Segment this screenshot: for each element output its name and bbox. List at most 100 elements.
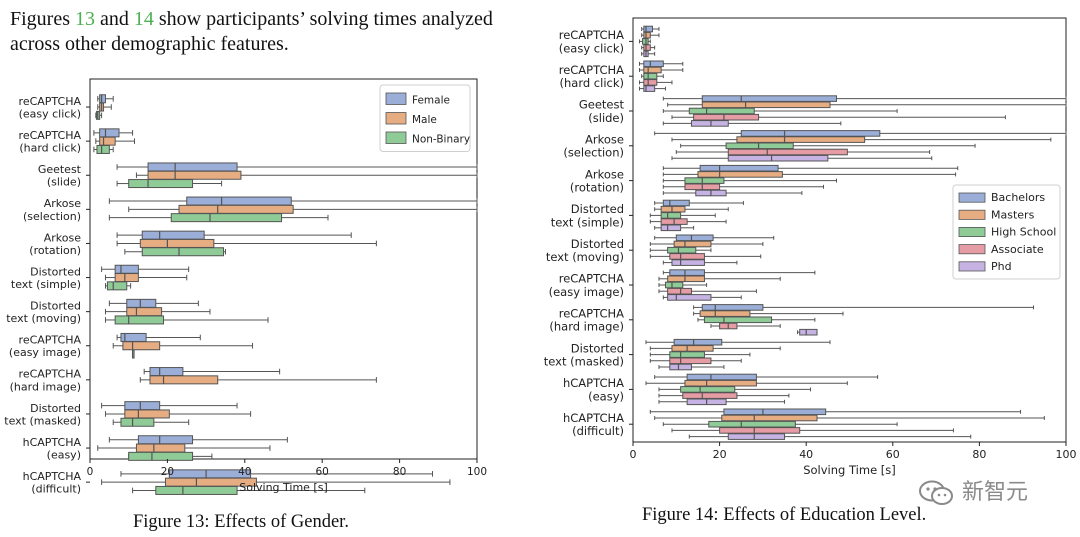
box-masters: [641, 31, 660, 39]
box-iqr: [186, 196, 292, 206]
box-high-school: [662, 420, 898, 428]
y-tick-label-line: reCAPTCHA: [19, 368, 82, 381]
box-female: [108, 196, 478, 206]
box-iqr: [643, 25, 653, 33]
legend-label: Non-Binary: [412, 134, 470, 146]
box-male: [135, 170, 478, 180]
box-high-school: [638, 38, 651, 45]
box-male: [97, 102, 112, 112]
y-tick-label: Arkose (selection): [563, 133, 624, 160]
box-iqr: [147, 162, 238, 172]
box-non-binary: [93, 144, 114, 154]
box-iqr: [740, 130, 881, 137]
box-iqr: [139, 238, 215, 248]
box-phd: [654, 224, 695, 232]
figure-14-caption: Figure 14: Effects of Education Level.: [642, 505, 927, 525]
y-tick-label-line: text (masked): [4, 414, 81, 427]
y-tick-label-line: (slide): [47, 176, 81, 189]
box-masters: [638, 66, 684, 74]
box-bachelors: [654, 373, 879, 381]
legend-label: Female: [412, 95, 450, 107]
box-phd: [671, 154, 933, 162]
figure-14-link[interactable]: 14: [133, 8, 154, 30]
box-phd: [658, 398, 786, 406]
box-iqr: [686, 373, 757, 381]
y-tick-label-line: (hard image): [549, 320, 624, 334]
y-tick-label-line: (hard image): [10, 380, 81, 393]
box-bachelors: [654, 234, 775, 242]
y-tick-label-line: reCAPTCHA: [19, 129, 82, 142]
box-masters: [658, 275, 781, 283]
legend-label: High School: [991, 226, 1056, 239]
chart-13: reCAPTCHA (easy click)reCAPTCHA (hard clic…: [4, 78, 487, 496]
legend-label: Masters: [991, 208, 1035, 221]
box-non-binary: [124, 247, 226, 257]
box-masters: [693, 310, 844, 317]
y-tick-label: Distorted text (moving): [6, 299, 81, 325]
box-iqr: [141, 247, 225, 257]
box-phd: [662, 259, 738, 266]
box-female: [143, 367, 281, 377]
box-associate: [662, 183, 825, 191]
box-associate: [671, 427, 954, 434]
legend: Female Male Non-Binary: [379, 84, 471, 152]
box-iqr: [727, 433, 786, 440]
box-iqr: [684, 379, 757, 387]
box-iqr: [137, 435, 194, 445]
box-iqr: [721, 414, 818, 422]
y-tick-label-line: hCAPTCHA: [563, 376, 624, 390]
y-tick-label-line: hCAPTCHA: [563, 411, 624, 425]
box-iqr: [149, 367, 184, 377]
x-tick-label: 60: [886, 448, 900, 461]
box-iqr: [682, 392, 738, 399]
y-tick-label-line: Distorted: [571, 237, 624, 251]
intro-text-mid: and: [95, 8, 134, 30]
box-iqr: [99, 94, 106, 104]
y-tick-label-line: Distorted: [571, 341, 624, 355]
x-tick-label: 100: [467, 466, 487, 478]
box-iqr: [660, 205, 686, 213]
box-iqr: [99, 128, 120, 138]
y-tick-label: Distorted text (moving): [546, 237, 624, 264]
box-non-binary: [95, 110, 103, 120]
box-bachelors: [693, 304, 1035, 311]
box-iqr: [671, 259, 705, 266]
box-associate: [658, 287, 757, 295]
legend-label: Male: [412, 114, 437, 126]
box-associate: [658, 392, 790, 399]
box-high-school: [658, 281, 708, 289]
y-tick-label: Distorted text (masked): [544, 341, 624, 368]
box-iqr: [697, 171, 783, 178]
box-female: [116, 230, 352, 240]
box-high-school: [641, 72, 664, 80]
y-tick-label-line: reCAPTCHA: [559, 28, 624, 42]
y-tick-label: hCAPTCHA (difficult): [563, 411, 624, 438]
x-axis-label: Solving Time [s]: [803, 463, 896, 477]
y-tick-label-line: reCAPTCHA: [559, 307, 624, 321]
box-iqr: [141, 230, 205, 240]
figure-13-link[interactable]: 13: [75, 8, 95, 30]
box-non-binary: [132, 485, 366, 495]
box-iqr: [725, 142, 794, 150]
y-tick-label-line: hCAPTCHA: [23, 436, 82, 449]
intro-text-post: show participants’ solving times analyze…: [10, 8, 493, 55]
y-tick-label: reCAPTCHA (hard image): [549, 307, 624, 334]
y-tick-label-line: Geetest: [579, 98, 625, 112]
box-male: [104, 409, 252, 419]
y-tick-label-line: (easy click): [19, 108, 81, 121]
box-male: [116, 238, 377, 248]
wechat-logo-icon: [919, 480, 953, 505]
box-bachelors: [662, 95, 1067, 102]
box-high-school: [697, 316, 816, 324]
y-tick-label-line: text (moving): [546, 250, 624, 264]
box-iqr: [660, 224, 682, 232]
box-iqr: [122, 341, 161, 351]
box-iqr: [684, 177, 725, 184]
box-iqr: [106, 281, 128, 291]
box-associate: [710, 322, 781, 330]
box-iqr: [680, 386, 736, 393]
y-tick-label: reCAPTCHA (hard image): [10, 368, 82, 394]
legend-swatch: [385, 92, 407, 105]
box-iqr: [135, 443, 186, 453]
box-non-binary: [104, 315, 269, 325]
